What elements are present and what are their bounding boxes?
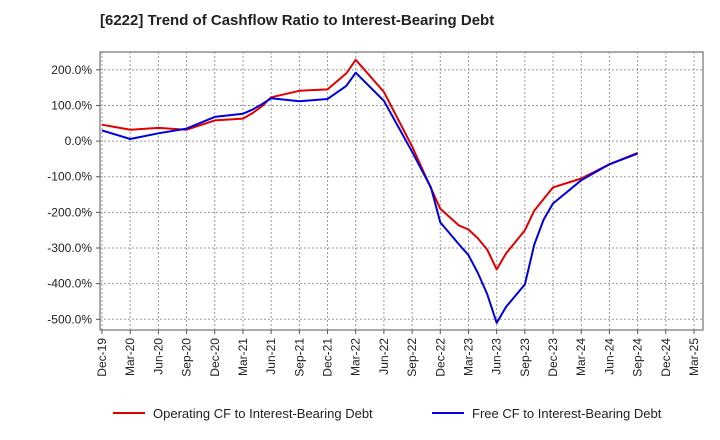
x-tick-label: Jun-24 (602, 338, 616, 375)
x-tick-label: Jun-23 (490, 338, 504, 375)
x-tick-label: Sep-24 (631, 338, 645, 377)
x-tick-label: Dec-19 (95, 338, 109, 377)
x-axis-ticks: Dec-19 Mar-20 Jun-20 Sep-20 Dec-20 Mar-21 Jun-… (95, 330, 701, 377)
x-tick-label: Sep-20 (180, 338, 194, 377)
legend-label-1: Operating CF to Interest-Bearing Debt (153, 406, 373, 421)
series-line-2 (101, 71, 638, 324)
y-axis-ticks: 200.0% 100.0% 0.0% -100.0% -200.0% -300.0% -40… (47, 63, 100, 326)
y-tick-label: -300.0% (47, 241, 92, 255)
x-tick-label: Dec-23 (546, 338, 560, 377)
x-tick-label: Dec-24 (659, 338, 673, 377)
y-tick-label: -100.0% (47, 170, 92, 184)
x-tick-label: Jun-21 (264, 338, 278, 375)
grid-layer (100, 52, 703, 330)
x-tick-label: Mar-25 (687, 338, 701, 376)
x-tick-label: Mar-22 (349, 338, 363, 376)
x-tick-label: Jun-20 (151, 338, 165, 375)
x-tick-label: Dec-22 (433, 338, 447, 377)
y-tick-label: -200.0% (47, 205, 92, 219)
x-tick-label: Dec-21 (321, 338, 335, 377)
x-tick-label: Mar-20 (123, 338, 137, 376)
y-tick-label: 0.0% (65, 134, 93, 148)
plot-area (99, 51, 704, 331)
series-line-1 (101, 58, 638, 271)
y-tick-label: 200.0% (51, 63, 92, 77)
legend-label-2: Free CF to Interest-Bearing Debt (472, 406, 662, 421)
y-tick-label: 100.0% (51, 98, 92, 112)
y-tick-label: -400.0% (47, 277, 92, 291)
x-tick-label: Sep-21 (292, 338, 306, 377)
legend: Operating CF to Interest-Bearing Debt Fre… (113, 406, 662, 421)
x-tick-label: Sep-23 (518, 338, 532, 377)
y-tick-label: -500.0% (47, 312, 92, 326)
chart-title: [6222] Trend of Cashflow Ratio to Intere… (100, 12, 495, 29)
series-layer (101, 58, 638, 324)
x-tick-label: Mar-21 (236, 338, 250, 376)
x-tick-label: Jun-22 (377, 338, 391, 375)
x-tick-label: Dec-20 (208, 338, 222, 377)
x-tick-label: Sep-22 (405, 338, 419, 377)
x-tick-label: Mar-24 (574, 338, 588, 376)
x-tick-label: Mar-23 (461, 338, 475, 376)
